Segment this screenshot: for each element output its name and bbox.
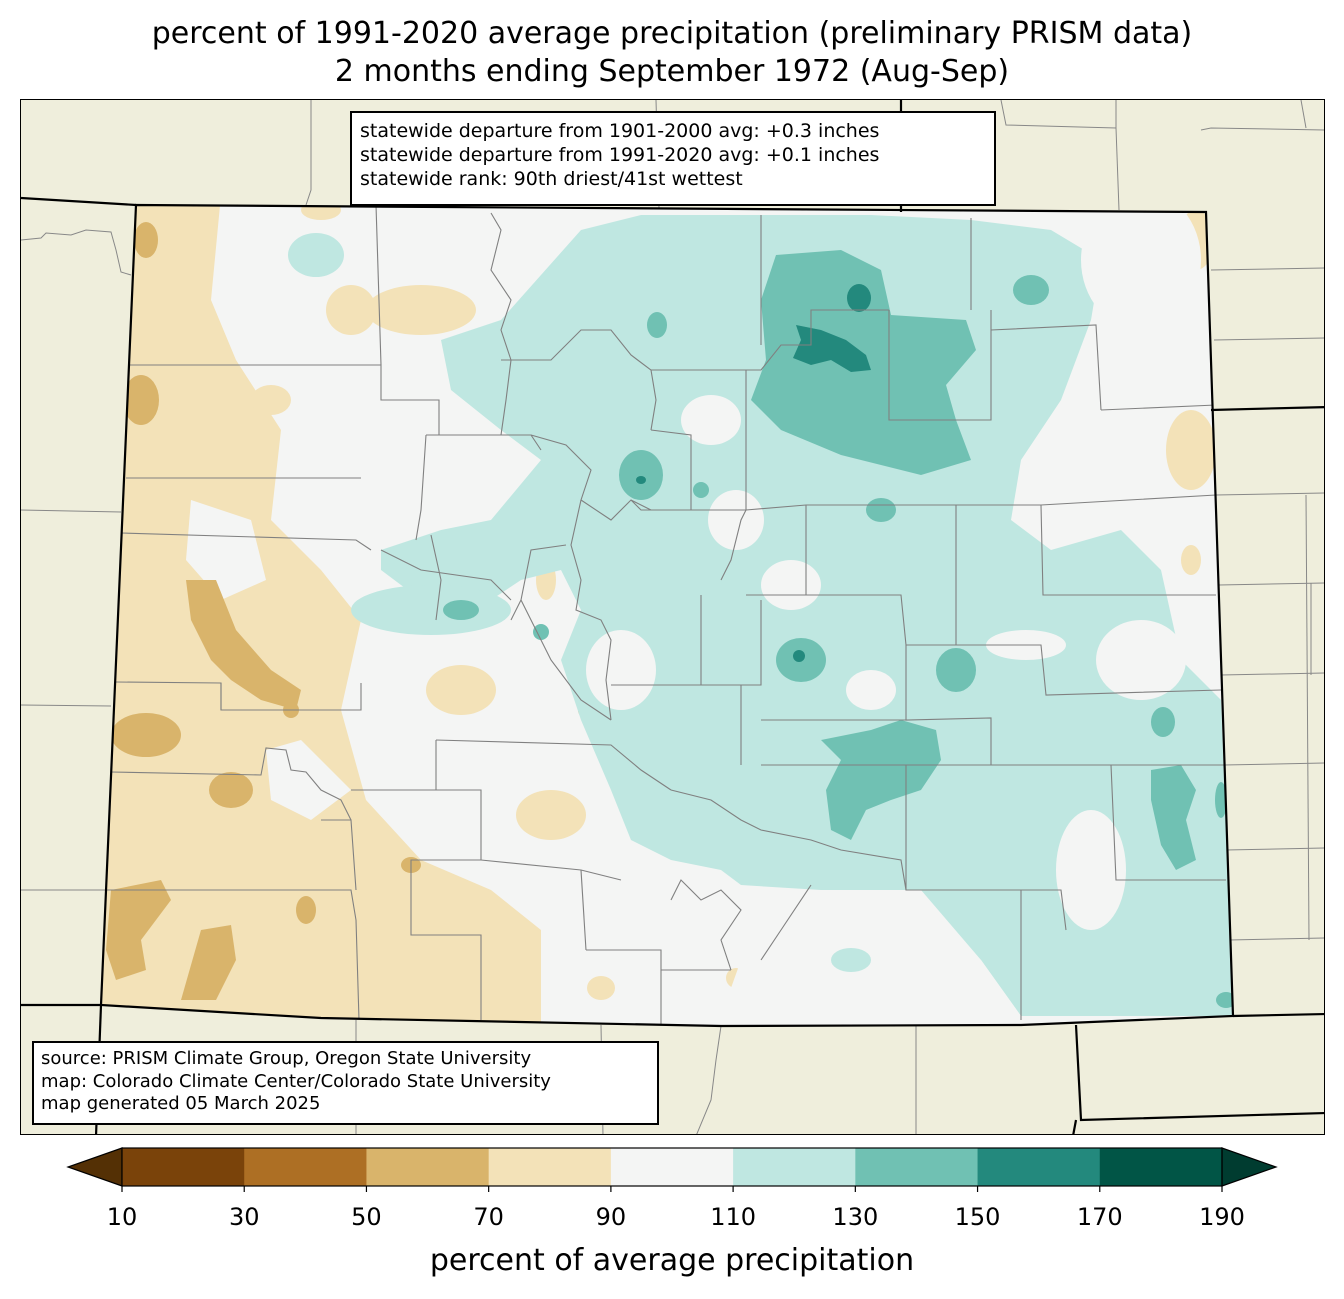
colorbar-tick-label: 70 xyxy=(473,1203,504,1231)
colorbar-tick-label: 150 xyxy=(954,1203,1001,1231)
map-title: percent of 1991-2020 average precipitati… xyxy=(151,16,1193,51)
colorbar-tick-label: 90 xyxy=(595,1203,627,1231)
colorbar-bin-50-70 xyxy=(366,1148,490,1186)
colorbar-tick-label: 10 xyxy=(106,1203,138,1231)
colorbar-tick-label: 50 xyxy=(351,1203,382,1231)
colorbar-bin-130-150 xyxy=(855,1148,979,1186)
source-generated-date: map generated 05 March 2025 xyxy=(41,1093,321,1114)
colorbar-tick-label: 30 xyxy=(228,1203,260,1231)
colorbar-bin-110-130 xyxy=(733,1148,856,1186)
precipitation-map xyxy=(20,99,1325,1135)
county-lines xyxy=(106,205,1226,1026)
stats-departure-1901-2000: statewide departure from 1901-2000 avg: … xyxy=(360,120,880,142)
colorbar-tick-label: 130 xyxy=(832,1203,879,1231)
stats-departure-1991-2020: statewide departure from 1991-2020 avg: … xyxy=(360,144,880,166)
colorbar-bin-170-190 xyxy=(1099,1148,1223,1186)
precipitation-field xyxy=(101,205,1233,1026)
state-borders xyxy=(21,100,1324,1134)
colorbar-bin-70-90 xyxy=(488,1148,612,1186)
colorbar-bin-150-170 xyxy=(977,1148,1101,1186)
colorbar-tick-marks xyxy=(121,1186,1223,1192)
map-subtitle: 2 months ending September 1972 (Aug-Sep) xyxy=(334,54,1010,89)
colorbar xyxy=(66,1147,1278,1192)
colorbar-bin-30-50 xyxy=(244,1148,367,1186)
statewide-stats-box: statewide departure from 1901-2000 avg: … xyxy=(350,111,996,206)
source-box: source: PRISM Climate Group, Oregon Stat… xyxy=(32,1041,659,1125)
colorbar-high-extend xyxy=(1221,1147,1278,1187)
stats-rank: statewide rank: 90th driest/41st wettest xyxy=(360,168,743,190)
colorbar-tick-label: 110 xyxy=(710,1203,757,1231)
colorbar-low-extend xyxy=(66,1147,123,1187)
colorbar-bins xyxy=(122,1148,1223,1186)
colorbar-tick-label: 190 xyxy=(1199,1203,1245,1231)
colorbar-label: percent of average precipitation xyxy=(429,1243,915,1278)
colorbar-bin-90-110 xyxy=(610,1148,734,1186)
colorbar-frame xyxy=(121,1147,1223,1187)
colorbar-tick-label: 170 xyxy=(1076,1203,1123,1231)
colorbar-bin-10-30 xyxy=(122,1148,245,1186)
source-map-credit: map: Colorado Climate Center/Colorado St… xyxy=(41,1070,551,1092)
source-prism: source: PRISM Climate Group, Oregon Stat… xyxy=(41,1048,532,1069)
